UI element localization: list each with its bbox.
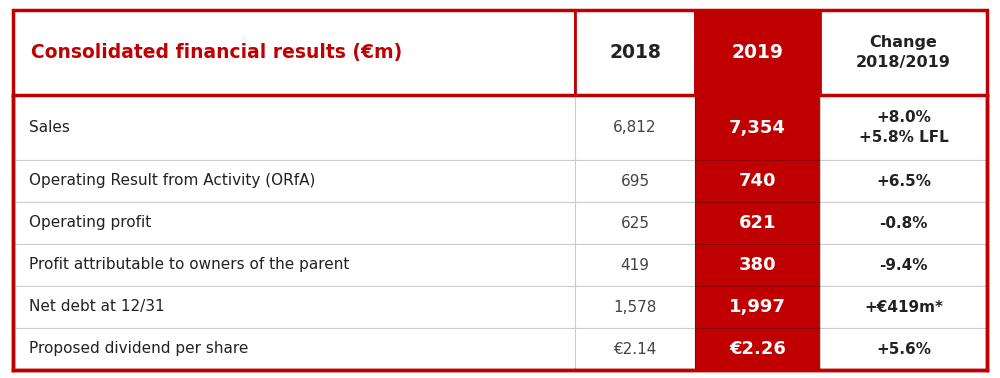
Text: +€419m*: +€419m* [864,299,943,314]
Text: +6.5%: +6.5% [876,174,931,189]
Bar [695,95,820,160]
Text: Proposed dividend per share: Proposed dividend per share [29,341,248,356]
Text: 621: 621 [739,214,776,232]
Bar [695,202,820,244]
Bar [575,286,695,328]
Text: +8.0%
+5.8% LFL: +8.0% +5.8% LFL [859,110,948,146]
Text: €2.14: €2.14 [613,341,657,356]
Bar [575,202,695,244]
Bar [575,244,695,286]
Text: 2018: 2018 [609,43,661,62]
Text: 419: 419 [620,257,650,273]
Text: 1,578: 1,578 [613,299,657,314]
Bar [13,202,575,244]
Text: 740: 740 [739,172,776,190]
Text: 2019: 2019 [732,43,784,62]
Bar [820,286,987,328]
Bar [13,328,575,370]
Bar [13,10,575,95]
Text: 6,812: 6,812 [613,120,657,135]
Text: Sales: Sales [29,120,70,135]
Bar [695,244,820,286]
Text: Operating Result from Activity (ORfA): Operating Result from Activity (ORfA) [29,174,315,189]
Bar [820,244,987,286]
Bar [820,95,987,160]
Bar [575,160,695,202]
Text: 1,997: 1,997 [729,298,786,316]
Bar [695,160,820,202]
Bar [695,286,820,328]
Text: 625: 625 [620,215,650,231]
Bar [575,328,695,370]
Bar [820,10,987,95]
Text: -0.8%: -0.8% [879,215,928,231]
Text: Consolidated financial results (€m): Consolidated financial results (€m) [31,43,402,62]
Text: €2.26: €2.26 [729,340,786,358]
Bar [13,95,575,160]
Bar [13,286,575,328]
Text: Profit attributable to owners of the parent: Profit attributable to owners of the par… [29,257,349,273]
Bar [575,10,695,95]
Text: Net debt at 12/31: Net debt at 12/31 [29,299,165,314]
Text: 7,354: 7,354 [729,118,786,136]
Bar [820,160,987,202]
Text: +5.6%: +5.6% [876,341,931,356]
Bar [13,244,575,286]
Bar [695,328,820,370]
Bar [820,328,987,370]
Bar [13,160,575,202]
Text: Change
2018/2019: Change 2018/2019 [856,34,951,71]
Text: -9.4%: -9.4% [879,257,928,273]
Bar [820,202,987,244]
Bar [575,95,695,160]
Text: 695: 695 [620,174,650,189]
Text: 380: 380 [739,256,776,274]
Text: Operating profit: Operating profit [29,215,151,231]
Bar [695,10,820,95]
